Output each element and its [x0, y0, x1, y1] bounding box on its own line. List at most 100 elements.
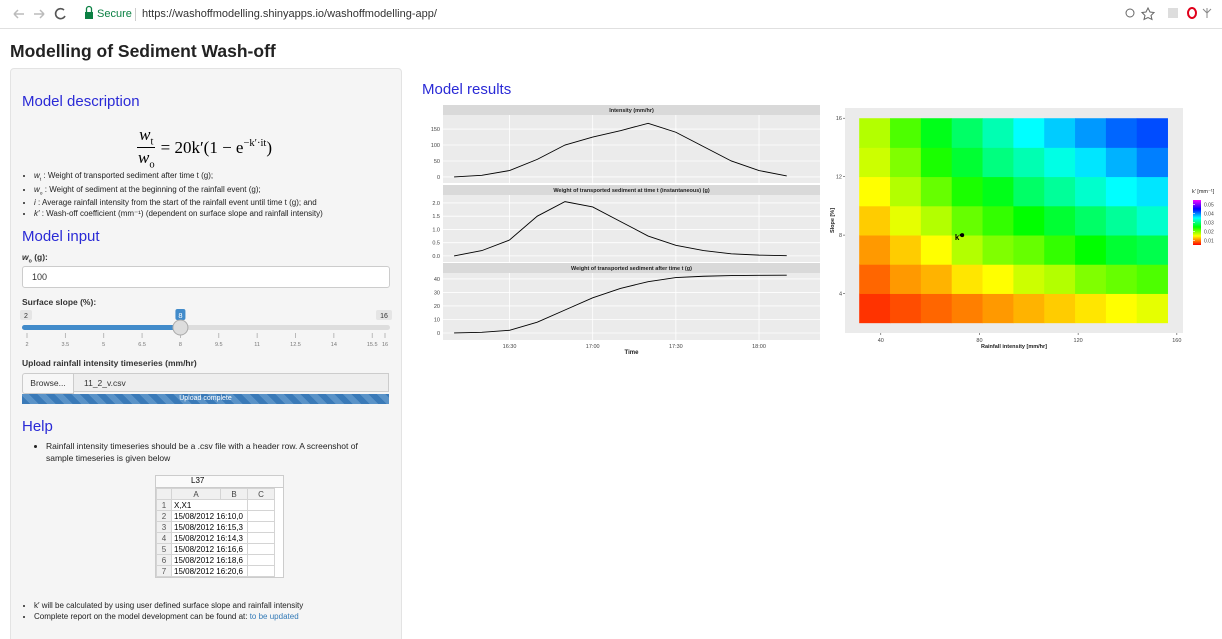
lock-body [85, 12, 93, 19]
heatmap-cell [1044, 205, 1076, 236]
colorbar-label: 0.03 [1204, 221, 1214, 227]
heatmap-cell [920, 293, 953, 324]
heatmap-cell [859, 205, 891, 236]
y-tick-label: 0.5 [432, 241, 440, 247]
item-text: : Average rainfall intensity from the st… [35, 198, 317, 208]
row-header: 4 [156, 532, 172, 544]
heatmap-cell [1136, 147, 1168, 178]
heatmap-cell [1075, 264, 1107, 294]
x-tick-label: 18:00 [752, 344, 766, 350]
zoom-icon[interactable] [1125, 8, 1135, 18]
colorbar-label: 0.05 [1204, 203, 1214, 209]
x-tick-label: 16:30 [503, 344, 517, 350]
heatmap-cell [1013, 176, 1045, 207]
y-tick-label: 0 [437, 175, 440, 181]
heatmap-cell [1136, 205, 1168, 236]
section-heading: Model description [22, 93, 140, 110]
heatmap-cell [982, 147, 1014, 178]
heatmap-cell [1105, 147, 1138, 178]
slider-fill [22, 325, 181, 330]
reload-icon[interactable] [54, 7, 66, 20]
x-tick-label: 17:30 [669, 344, 683, 350]
point [960, 233, 965, 238]
plot-background [443, 273, 820, 340]
heatmap-cell [920, 235, 953, 265]
y-tick-label: 30 [434, 290, 440, 296]
legend-title: k′ [mm⁻¹] [1192, 189, 1215, 195]
url[interactable]: https://washoffmodelling.shinyapps.io/wa… [142, 8, 437, 20]
sheet-row: 2 15/08/2012 16:10,0 [156, 510, 275, 522]
heatmap-cell [982, 176, 1014, 207]
browser-bar: Secure https://washoffmodelling.shinyapp… [0, 0, 1222, 29]
list-item: Rainfall intensity timeseries should be … [46, 440, 386, 464]
help-list: k′ will be calculated by using user defi… [22, 601, 404, 623]
y-tick-label: 50 [434, 159, 440, 165]
panel-title: Weight of transported sediment at time t… [553, 188, 710, 194]
y-tick-label: 10 [434, 317, 440, 323]
cell: 15/08/2012 16:16,6 [171, 543, 248, 555]
back-icon[interactable] [13, 9, 24, 19]
exponent: −k′·it [243, 138, 267, 150]
heatmap-cell [890, 264, 922, 294]
cell [247, 543, 275, 555]
lock-shackle [85, 5, 93, 12]
slider[interactable]: 2 16 8 2 3.5 5 6.5 8 9.5 11 12.5 14 15.5 16 [18, 308, 398, 350]
heatmap-cell [1013, 147, 1045, 178]
x-tick-label: 40 [878, 338, 884, 344]
colorbar [1193, 200, 1201, 245]
heatmap-cell [920, 264, 953, 294]
panel-title: Weight of transported sediment after tim… [571, 266, 692, 272]
heatmap-cell [1044, 176, 1076, 207]
x-axis-label: Rainfall intensity [mm/hr] [981, 344, 1047, 350]
formula: wt wo = 20k′(1 − e −k′·it) [136, 125, 272, 171]
heatmap-cell [1075, 293, 1107, 324]
forward-icon[interactable] [34, 9, 45, 19]
list-item: Complete report on the model development… [34, 612, 404, 621]
y-tick-label: 2.0 [432, 201, 440, 207]
ext-icon[interactable] [1168, 8, 1178, 18]
heatmap-cell [1044, 293, 1076, 324]
subscript: o [39, 191, 43, 197]
text-input[interactable]: 100 [22, 266, 390, 288]
subscript: o [149, 159, 155, 171]
heatmap-cell [982, 264, 1014, 294]
plot-background [443, 195, 820, 262]
fraction: wt wo [136, 125, 157, 171]
y-tick-label: 1.0 [432, 227, 440, 233]
label-text: (g): [31, 252, 48, 262]
heatmap-cell [951, 205, 983, 236]
heatmap-cell [1013, 264, 1045, 294]
colorbar-label: 0.02 [1204, 230, 1214, 236]
section-heading: Model input [22, 228, 100, 245]
panel-title: Intensity (mm/hr) [609, 108, 654, 114]
heatmap-cell [1136, 293, 1168, 324]
separator [135, 8, 136, 21]
heatmap-cell [951, 264, 983, 294]
y-tick-label: 150 [431, 127, 440, 133]
subscript: o [28, 258, 32, 265]
y-tick-label: 100 [431, 143, 440, 149]
filter-icon[interactable] [1202, 8, 1212, 18]
formula-rhs: = 20k′(1 − e [160, 137, 244, 157]
star-icon[interactable] [1140, 6, 1156, 21]
subscript: t [39, 177, 42, 183]
input-value: 100 [32, 272, 48, 282]
subscript: t [150, 136, 154, 148]
link[interactable]: to be updated [249, 612, 299, 621]
nav-icons [13, 7, 66, 20]
row-header: 3 [156, 521, 172, 533]
heatmap-cell [859, 293, 891, 324]
line [454, 274, 787, 334]
column-header: B [220, 488, 248, 500]
sheet-row: 3 15/08/2012 16:15,3 [156, 521, 275, 533]
browse-button[interactable]: Browse... [22, 373, 74, 394]
sheet-screenshot: L37 A B C 1 X,X1 2 15/08/2012 16:10,0 3 15/08/20… [155, 475, 284, 578]
sheet-row: 4 15/08/2012 16:14,3 [156, 532, 275, 544]
slider-tick-label: 11 [254, 342, 260, 348]
heatmap-cell [1075, 176, 1107, 207]
cell [247, 532, 275, 544]
heatmap-cell [1105, 176, 1138, 207]
cell [247, 565, 275, 577]
opera-icon[interactable] [1187, 7, 1197, 19]
x-axis-label: Time [625, 350, 640, 356]
